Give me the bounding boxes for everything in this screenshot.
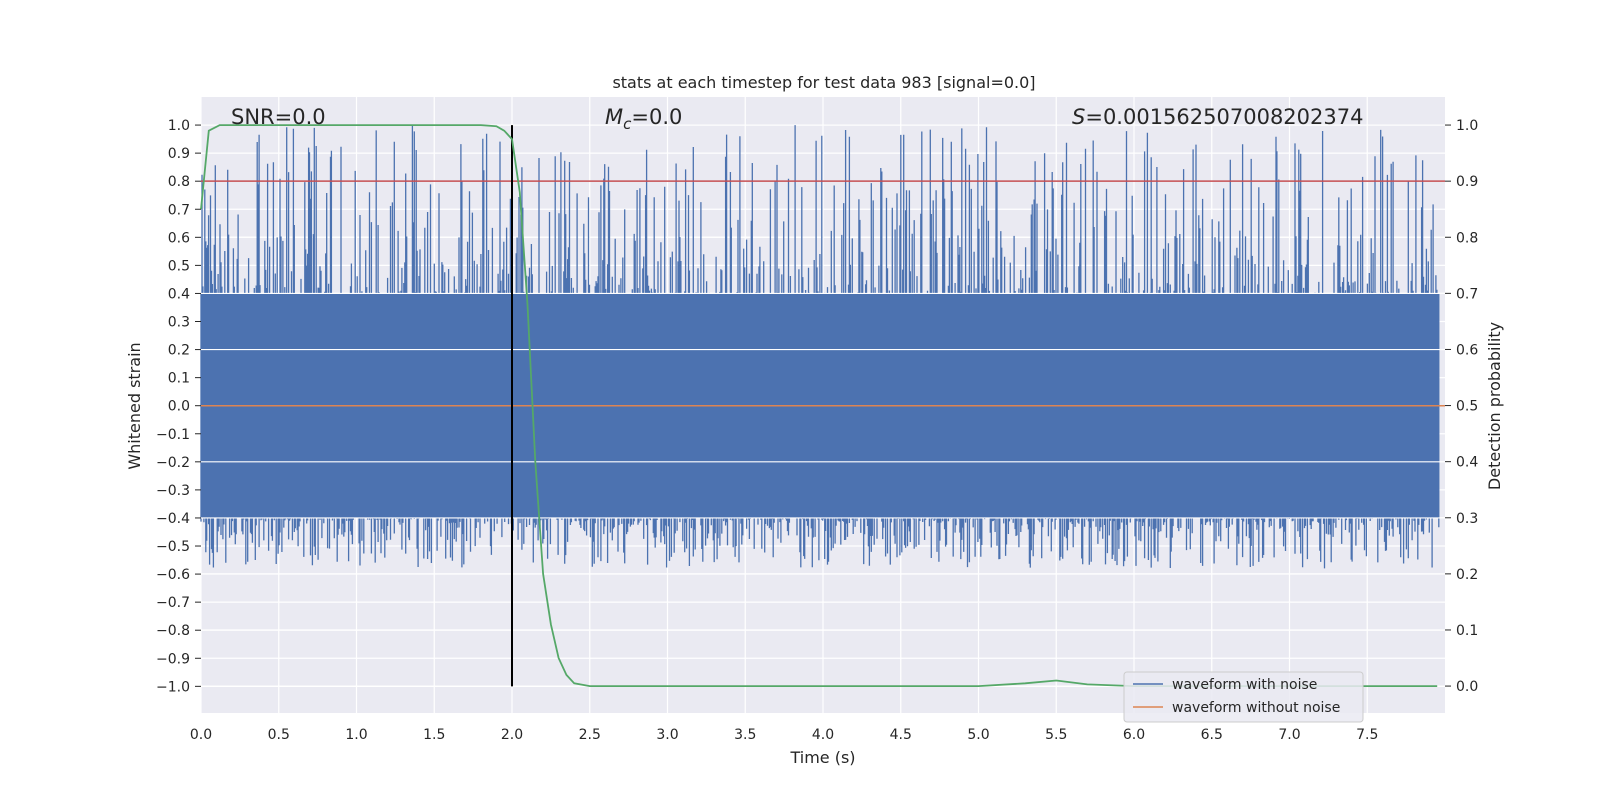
y-tick-label: −0.9: [156, 651, 190, 667]
s-annotation: S=0.001562507008202374: [1072, 105, 1363, 129]
x-tick-label: 1.5: [423, 727, 445, 743]
mc-subscript: c: [623, 115, 632, 133]
y-tick-label: −1.0: [156, 679, 190, 695]
y-tick-label: 0.2: [168, 343, 190, 359]
y-right-tick-label: 1.0: [1456, 118, 1478, 134]
y-right-tick-label: 0.8: [1456, 230, 1478, 246]
x-tick-label: 2.0: [501, 727, 523, 743]
legend-label-clean: waveform without noise: [1172, 700, 1340, 716]
y-right-tick-label: 0.2: [1456, 567, 1478, 583]
y-right-tick-label: 0.6: [1456, 342, 1478, 358]
y-right-tick-label: 0.5: [1456, 399, 1478, 415]
x-tick-label: 4.5: [890, 727, 912, 743]
y-tick-label: −0.6: [156, 567, 190, 583]
x-tick-label: 5.0: [967, 727, 989, 743]
y-right-tick-label: 0.4: [1456, 455, 1478, 471]
x-tick-label: 6.5: [1201, 727, 1223, 743]
x-tick-label: 4.0: [812, 727, 834, 743]
y-right-tick-label: 0.3: [1456, 511, 1478, 527]
y-tick-label: 0.8: [168, 174, 190, 190]
y-tick-label: −0.7: [156, 595, 190, 611]
legend-box: [1123, 671, 1364, 723]
y-axis-right-label: Detection probability: [1485, 322, 1504, 490]
y-tick-label: −0.8: [156, 623, 190, 639]
y-right-tick-label: 0.9: [1456, 174, 1478, 190]
y-tick-label: −0.3: [156, 483, 190, 499]
mc-value: =0.0: [631, 105, 682, 129]
chart-title: stats at each timestep for test data 983…: [612, 73, 1035, 92]
y-tick-label: 0.9: [168, 146, 190, 162]
y-right-tick-label: 0.1: [1456, 623, 1478, 639]
x-tick-label: 0.5: [268, 727, 290, 743]
x-tick-label: 2.5: [579, 727, 601, 743]
mc-annotation: Mc=0.0: [605, 105, 682, 133]
y-tick-label: 0.4: [168, 286, 190, 302]
y-tick-label: −0.5: [156, 539, 190, 555]
snr-annotation: SNR=0.0: [231, 105, 326, 129]
y-tick-label: 0.7: [168, 202, 190, 218]
y-right-tick-label: 0.0: [1456, 679, 1478, 695]
y-right-tick-label: 0.7: [1456, 286, 1478, 302]
x-tick-label: 6.0: [1123, 727, 1145, 743]
x-tick-label: 1.0: [345, 727, 367, 743]
y-tick-label: 0.0: [168, 399, 190, 415]
x-tick-label: 3.5: [734, 727, 756, 743]
y-tick-label: 0.6: [168, 230, 190, 246]
x-tick-label: 0.0: [190, 727, 212, 743]
x-tick-label: 5.5: [1045, 727, 1067, 743]
y-tick-label: 0.3: [168, 315, 190, 331]
x-tick-label: 7.5: [1356, 727, 1378, 743]
x-axis-label: Time (s): [789, 748, 855, 767]
y-tick-label: 0.1: [168, 371, 190, 387]
y-tick-label: −0.4: [156, 511, 190, 527]
legend-label-noise: waveform with noise: [1172, 677, 1317, 693]
s-symbol: S: [1072, 105, 1085, 129]
y-axis-label: Whitened strain: [125, 342, 144, 469]
s-value: =0.001562507008202374: [1085, 105, 1363, 129]
y-tick-label: 0.5: [168, 258, 190, 274]
x-tick-label: 7.0: [1278, 727, 1300, 743]
y-tick-label: −0.1: [156, 427, 190, 443]
y-tick-label: −0.2: [156, 455, 190, 471]
legend: waveform with noise waveform without noi…: [1123, 671, 1364, 723]
mc-symbol: M: [605, 105, 623, 129]
series-detection-probability: [200, 124, 1438, 687]
y-tick-label: 1.0: [168, 118, 190, 134]
x-tick-label: 3.0: [656, 727, 678, 743]
